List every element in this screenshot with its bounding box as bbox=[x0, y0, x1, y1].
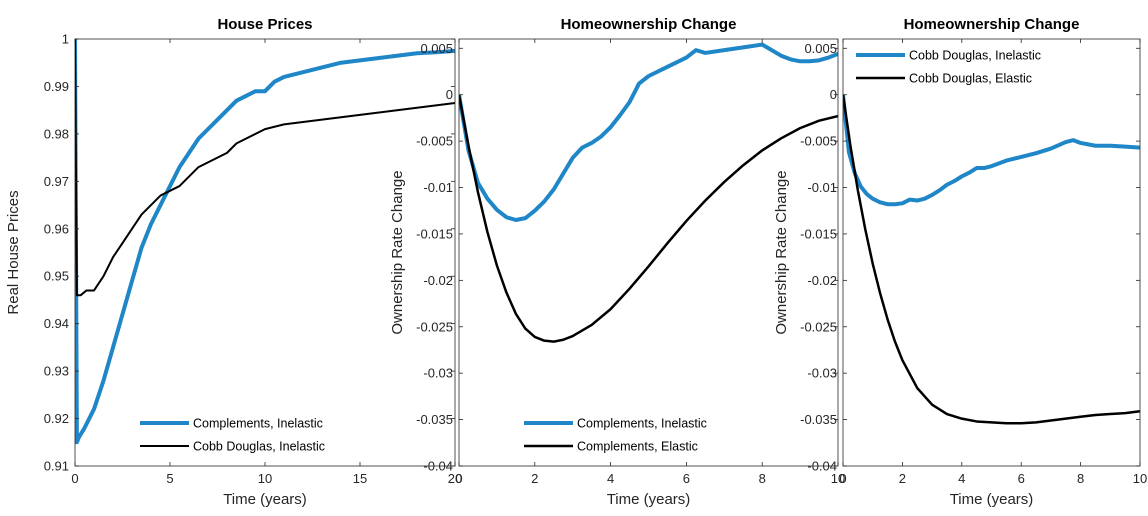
y-tick-label: 0.97 bbox=[44, 174, 69, 189]
x-tick-label: 5 bbox=[166, 471, 173, 486]
legend: Complements, Inelastic Complements, Elast… bbox=[518, 412, 834, 460]
series-line-2 bbox=[843, 94, 1140, 425]
y-tick-label: -0.005 bbox=[416, 134, 453, 149]
legend-label-1: Complements, Inelastic bbox=[577, 417, 707, 431]
y-tick-label: 0.93 bbox=[44, 364, 69, 379]
x-tick-label: 10 bbox=[1133, 471, 1147, 486]
x-tick-label: 4 bbox=[958, 471, 965, 486]
x-tick-label: 0 bbox=[839, 471, 846, 486]
x-tick-label: 6 bbox=[683, 471, 690, 486]
y-tick-label: 0.005 bbox=[804, 41, 837, 56]
x-tick-label: 10 bbox=[258, 471, 272, 486]
legend-label-2: Cobb Douglas, Inelastic bbox=[193, 440, 325, 454]
y-tick-label: -0.01 bbox=[423, 180, 453, 195]
chart-panel-homeownership-change-right: 0 2 4 6 8 10-0.04-0.035-0.03-0.025-0.02-0.015… bbox=[773, 16, 1147, 508]
axes-box bbox=[458, 38, 839, 467]
x-tick-label: 2 bbox=[899, 471, 906, 486]
chart-panel-homeownership-change-left: 0 2 4 6 8 10-0.04-0.035-0.03-0.025-0.02-0.015… bbox=[389, 16, 845, 508]
chart-panel-house-prices: 0 5 10 15 200.910.920.930.940.950.960.970.98… bbox=[5, 16, 462, 508]
y-tick-label: -0.015 bbox=[416, 226, 453, 241]
y-tick-label: 0.98 bbox=[44, 126, 69, 141]
plot-area bbox=[459, 39, 838, 466]
y-tick-label: -0.04 bbox=[807, 459, 837, 474]
y-tick-label: 1 bbox=[62, 32, 69, 47]
series-line-1 bbox=[843, 94, 1140, 207]
y-tick-label: -0.01 bbox=[807, 180, 837, 195]
y-tick-label: -0.02 bbox=[807, 273, 837, 288]
x-tick-label: 0 bbox=[71, 471, 78, 486]
x-tick-label: 4 bbox=[607, 471, 614, 486]
x-tick-label: 6 bbox=[1018, 471, 1025, 486]
chart-title: Homeownership Change bbox=[561, 16, 737, 33]
series-line-1 bbox=[459, 42, 838, 223]
chart-title: House Prices bbox=[217, 16, 312, 33]
legend-box bbox=[850, 44, 1130, 92]
y-tick-label: -0.02 bbox=[423, 273, 453, 288]
legend-label-1: Complements, Inelastic bbox=[193, 417, 323, 431]
legend-label-2: Cobb Douglas, Elastic bbox=[909, 72, 1032, 86]
y-tick-label: -0.03 bbox=[807, 366, 837, 381]
x-axis-label: Time (years) bbox=[223, 491, 307, 508]
x-axis-label: Time (years) bbox=[607, 491, 691, 508]
x-tick-label: 10 bbox=[831, 471, 845, 486]
y-tick-label: 0 bbox=[446, 87, 453, 102]
y-tick-label: 0.91 bbox=[44, 459, 69, 474]
y-axis-label: Real House Prices bbox=[5, 190, 22, 314]
chart-title: Homeownership Change bbox=[904, 16, 1080, 33]
x-tick-label: 8 bbox=[1077, 471, 1084, 486]
series-line-2 bbox=[459, 94, 838, 343]
x-tick-label: 15 bbox=[353, 471, 367, 486]
axes-box bbox=[842, 38, 1141, 467]
y-tick-label: -0.035 bbox=[800, 412, 837, 427]
y-axis-label: Ownership Rate Change bbox=[773, 170, 790, 334]
series-line-1 bbox=[75, 39, 455, 445]
legend-label-2: Complements, Elastic bbox=[577, 440, 698, 454]
y-tick-label: 0 bbox=[830, 87, 837, 102]
plot-area bbox=[843, 39, 1140, 466]
y-tick-label: -0.04 bbox=[423, 459, 453, 474]
x-tick-label: 0 bbox=[455, 471, 462, 486]
y-tick-label: 0.94 bbox=[44, 316, 69, 331]
y-tick-label: -0.03 bbox=[423, 366, 453, 381]
y-tick-label: 0.95 bbox=[44, 269, 69, 284]
x-tick-label: 2 bbox=[531, 471, 538, 486]
legend: Cobb Douglas, Inelastic Cobb Douglas, Ela… bbox=[850, 44, 1130, 92]
y-tick-label: 0.005 bbox=[420, 41, 453, 56]
series-line-2 bbox=[75, 39, 455, 297]
y-tick-label: -0.015 bbox=[800, 226, 837, 241]
legend-box bbox=[518, 412, 834, 460]
y-tick-label: 0.96 bbox=[44, 221, 69, 236]
y-axis-label: Ownership Rate Change bbox=[389, 170, 406, 334]
y-tick-label: -0.005 bbox=[800, 134, 837, 149]
x-tick-label: 8 bbox=[759, 471, 766, 486]
x-tick-label: 20 bbox=[448, 471, 462, 486]
y-tick-label: -0.025 bbox=[416, 319, 453, 334]
legend-label-1: Cobb Douglas, Inelastic bbox=[909, 49, 1041, 63]
y-tick-label: -0.025 bbox=[800, 319, 837, 334]
legend: Complements, Inelastic Cobb Douglas, Inel… bbox=[134, 412, 450, 460]
x-axis-label: Time (years) bbox=[950, 491, 1034, 508]
legend-box bbox=[134, 412, 450, 460]
y-tick-label: -0.035 bbox=[416, 412, 453, 427]
y-tick-label: 0.92 bbox=[44, 411, 69, 426]
y-tick-label: 0.99 bbox=[44, 79, 69, 94]
